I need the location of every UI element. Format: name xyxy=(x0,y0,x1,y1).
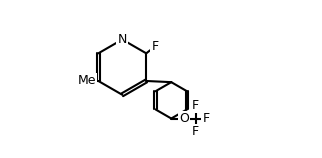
Text: N: N xyxy=(118,33,127,46)
Text: F: F xyxy=(151,40,158,53)
Text: Me: Me xyxy=(78,74,96,88)
Text: F: F xyxy=(192,125,199,138)
Text: F: F xyxy=(192,99,199,112)
Text: O: O xyxy=(179,112,189,125)
Text: F: F xyxy=(203,112,210,125)
